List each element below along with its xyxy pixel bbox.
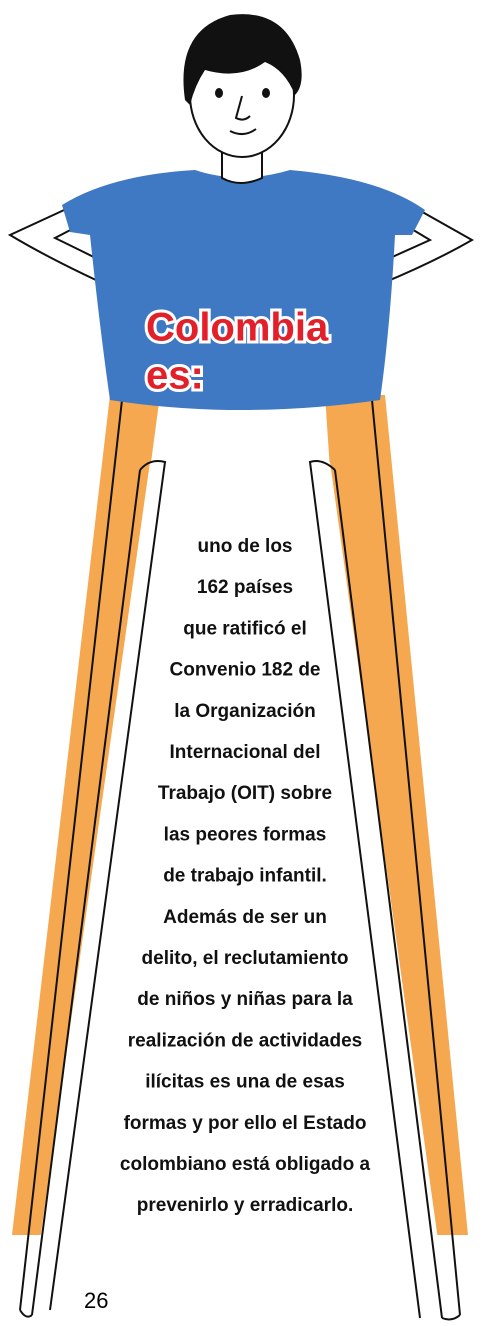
body-line: prevenirlo y erradicarlo. xyxy=(137,1195,354,1216)
page-number: 26 xyxy=(84,1288,108,1313)
shirt xyxy=(62,170,425,410)
body-line: Además de ser un xyxy=(163,907,327,928)
body-line: la Organización xyxy=(174,701,315,722)
body-line: formas y por ello el Estado xyxy=(124,1113,367,1134)
eye xyxy=(262,88,270,98)
body-line: 162 países xyxy=(197,577,293,598)
body-line: Internacional del xyxy=(170,742,321,763)
body-line: delito, el reclutamiento xyxy=(142,948,349,969)
body-line: que ratificó el xyxy=(183,618,307,639)
body-line: de trabajo infantil. xyxy=(163,866,327,887)
body-line: Trabajo (OIT) sobre xyxy=(158,783,332,804)
body-line: las peores formas xyxy=(164,824,327,845)
page: Colombia es: uno de los 162 países que rat… xyxy=(0,0,482,1326)
body-line: realización de actividades xyxy=(128,1030,362,1051)
body-line: ilícitas es una de esas xyxy=(145,1072,345,1093)
heading: Colombia xyxy=(146,306,329,350)
body-line: uno de los xyxy=(198,536,293,557)
body-line: Convenio 182 de xyxy=(170,660,321,681)
body-line: colombiano está obligado a xyxy=(120,1154,371,1175)
heading: es: xyxy=(146,354,204,398)
body-line: de niños y niñas para la xyxy=(137,989,353,1010)
eye xyxy=(215,88,223,98)
